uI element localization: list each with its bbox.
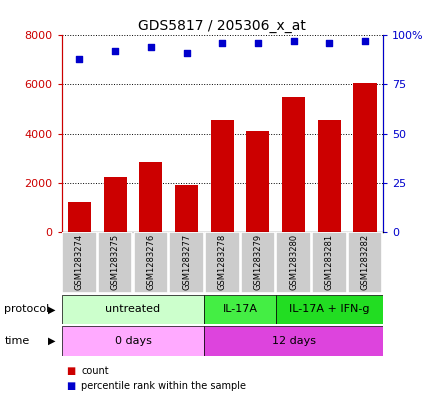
Bar: [204, 326, 383, 356]
Text: ▶: ▶: [48, 305, 56, 314]
Bar: [353, 83, 377, 232]
Bar: [103, 176, 127, 232]
Text: GSM1283282: GSM1283282: [360, 234, 370, 290]
Bar: [282, 97, 305, 232]
Bar: [246, 131, 269, 232]
Bar: [133, 232, 168, 293]
Text: IL-17A: IL-17A: [223, 305, 257, 314]
Text: protocol: protocol: [4, 305, 50, 314]
Point: [76, 56, 83, 62]
Point: [147, 44, 154, 50]
Text: GSM1283279: GSM1283279: [253, 234, 262, 290]
Text: GSM1283281: GSM1283281: [325, 234, 334, 290]
Point: [183, 50, 190, 56]
Text: GSM1283278: GSM1283278: [218, 234, 227, 290]
Point: [361, 38, 368, 44]
Text: percentile rank within the sample: percentile rank within the sample: [81, 381, 246, 391]
Text: 0 days: 0 days: [114, 336, 151, 346]
Text: ■: ■: [66, 381, 75, 391]
Bar: [348, 232, 382, 293]
Bar: [62, 232, 97, 293]
Bar: [175, 185, 198, 232]
Bar: [62, 326, 204, 356]
Bar: [98, 232, 132, 293]
Bar: [62, 295, 204, 324]
Text: GSM1283280: GSM1283280: [289, 234, 298, 290]
Bar: [139, 162, 162, 232]
Text: GSM1283277: GSM1283277: [182, 234, 191, 290]
Point: [112, 48, 119, 54]
Text: GSM1283274: GSM1283274: [75, 234, 84, 290]
Text: count: count: [81, 366, 109, 376]
Bar: [276, 295, 383, 324]
Text: 12 days: 12 days: [271, 336, 315, 346]
Bar: [318, 120, 341, 232]
Point: [254, 40, 261, 46]
Text: untreated: untreated: [106, 305, 161, 314]
Text: ■: ■: [66, 366, 75, 376]
Bar: [205, 232, 239, 293]
Text: time: time: [4, 336, 29, 346]
Bar: [204, 295, 276, 324]
Point: [326, 40, 333, 46]
Bar: [169, 232, 204, 293]
Bar: [68, 202, 91, 232]
Title: GDS5817 / 205306_x_at: GDS5817 / 205306_x_at: [138, 19, 306, 33]
Point: [290, 38, 297, 44]
Bar: [241, 232, 275, 293]
Text: ▶: ▶: [48, 336, 56, 346]
Text: IL-17A + IFN-g: IL-17A + IFN-g: [289, 305, 370, 314]
Text: GSM1283275: GSM1283275: [110, 234, 120, 290]
Bar: [312, 232, 347, 293]
Point: [219, 40, 226, 46]
Text: GSM1283276: GSM1283276: [147, 234, 155, 290]
Bar: [276, 232, 311, 293]
Bar: [211, 120, 234, 232]
